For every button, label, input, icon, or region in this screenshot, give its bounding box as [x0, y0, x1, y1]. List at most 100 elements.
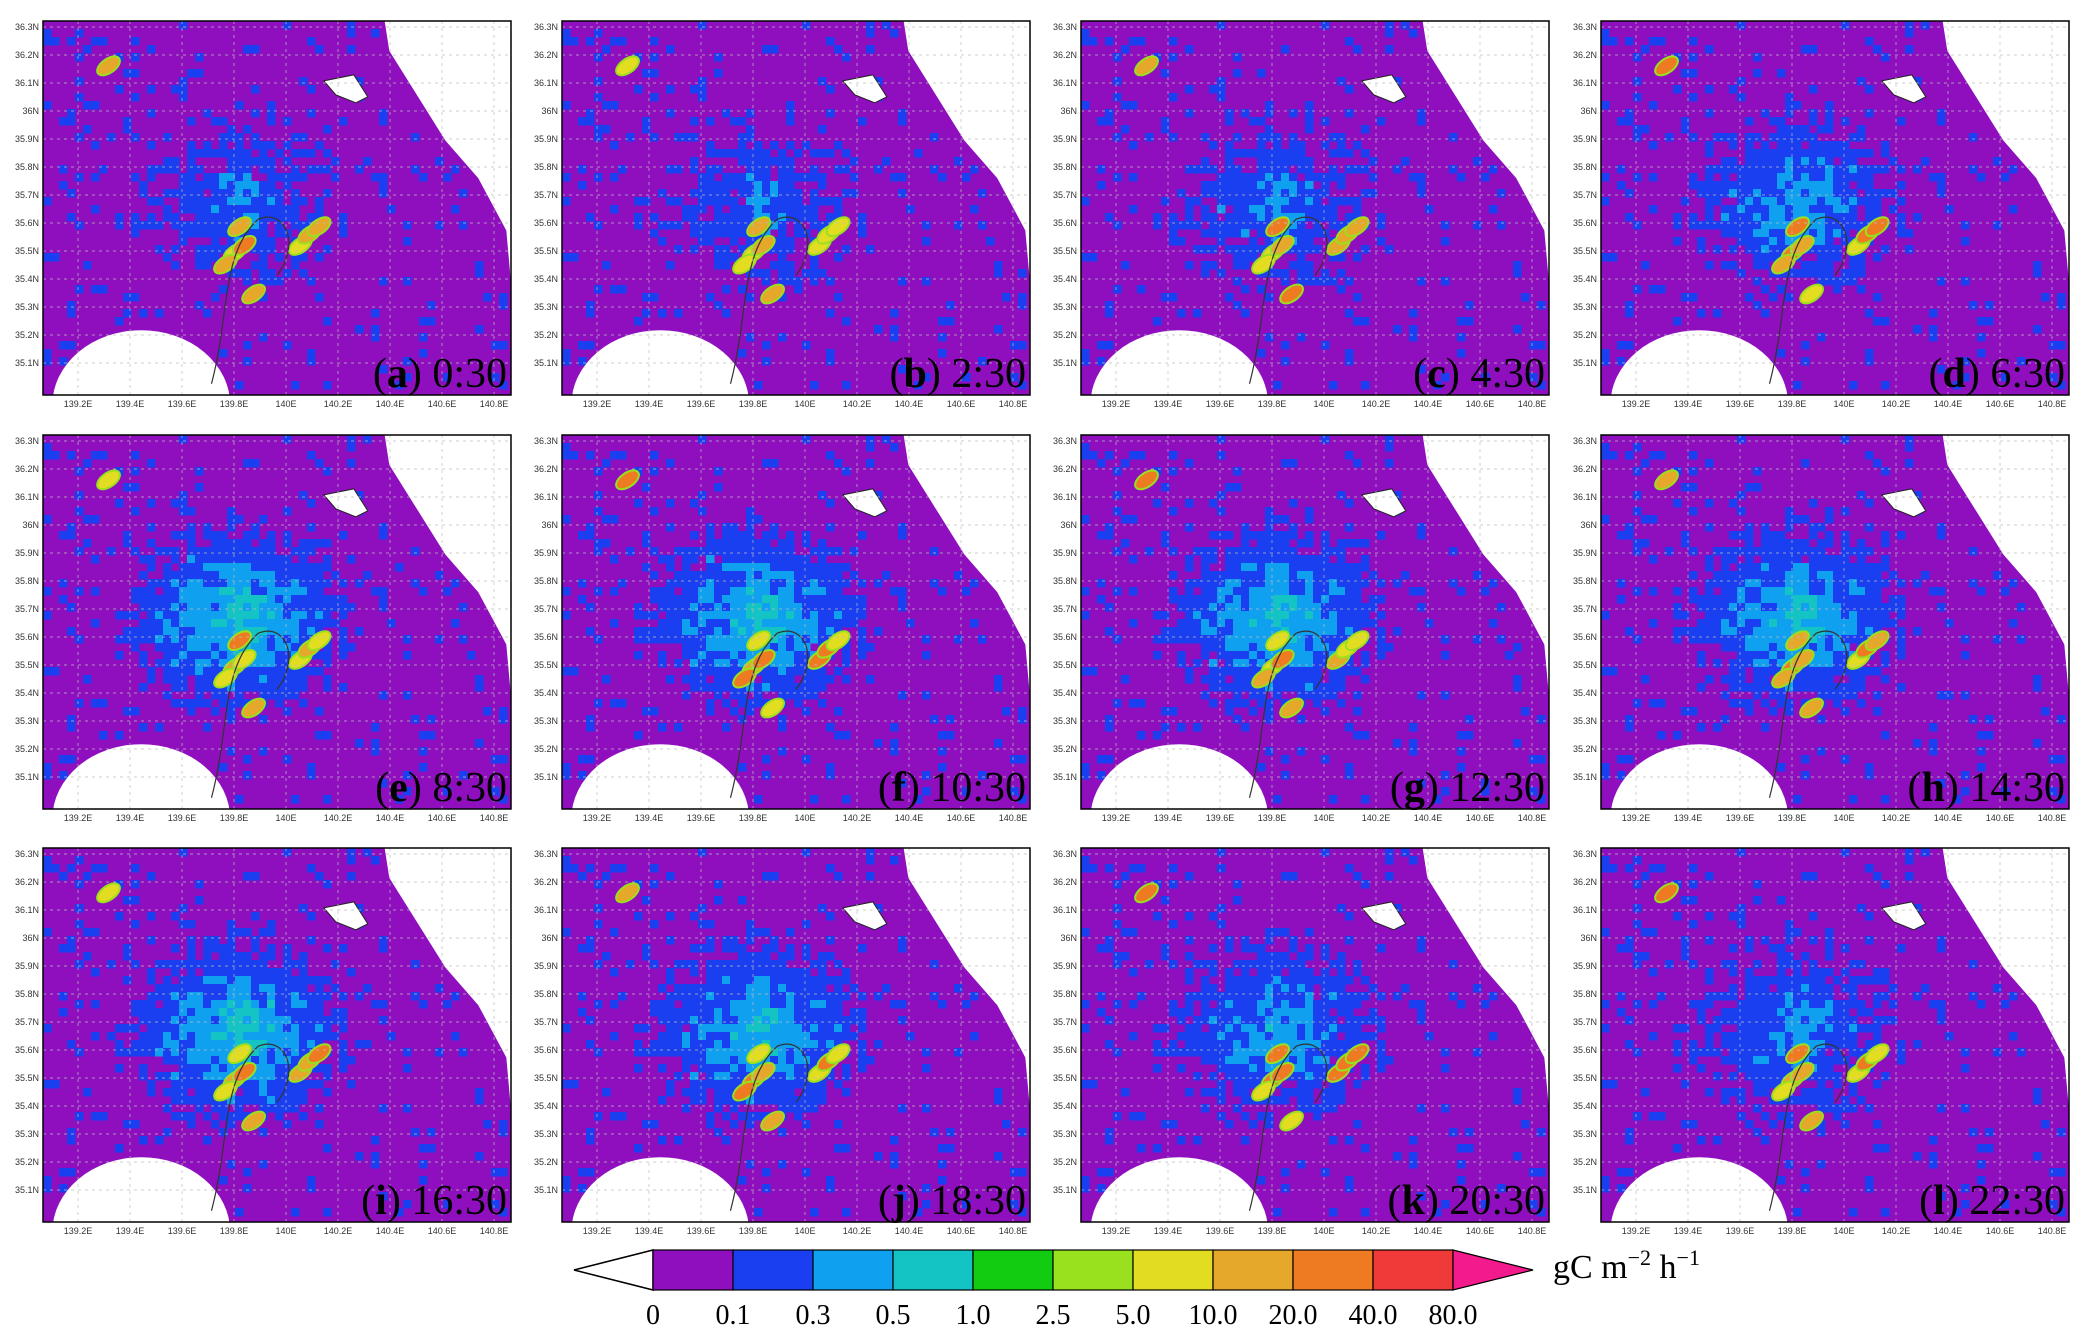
emission-cell — [1833, 165, 1842, 174]
emission-cell — [163, 165, 172, 174]
emission-cell — [267, 181, 276, 190]
emission-cell — [259, 197, 268, 206]
emission-cell — [1761, 253, 1770, 262]
emission-cell — [1273, 691, 1282, 700]
emission-cell — [1617, 579, 1626, 588]
emission-cell — [1433, 795, 1442, 804]
emission-cell — [451, 619, 460, 628]
emission-cell — [1825, 157, 1834, 166]
emission-cell — [1809, 149, 1818, 158]
emission-cell — [147, 587, 156, 596]
emission-cell — [163, 587, 172, 596]
emission-cell — [1329, 683, 1338, 692]
emission-cell — [1018, 293, 1027, 302]
emission-cell — [1201, 603, 1210, 612]
emission-cell — [1185, 667, 1194, 676]
lon-tick-label: 139.6E — [1726, 813, 1755, 823]
emission-cell — [762, 173, 771, 182]
emission-cell — [1881, 563, 1890, 572]
emission-cell — [810, 547, 819, 556]
panel-frame — [1080, 20, 1550, 396]
emission-cell — [211, 691, 220, 700]
emission-cell — [67, 944, 76, 953]
emission-cell — [1801, 587, 1810, 596]
emission-cell — [994, 675, 1003, 684]
emission-cell — [834, 547, 843, 556]
emission-cell — [2033, 739, 2042, 748]
emission-cell — [195, 880, 204, 889]
emission-cell — [882, 21, 891, 30]
emission-cell — [1497, 189, 1506, 198]
emission-cell — [1257, 181, 1266, 190]
emission-cell — [1817, 619, 1826, 628]
emission-cell — [1513, 325, 1522, 334]
emission-cell — [1849, 213, 1858, 222]
emission-cell — [1825, 651, 1834, 660]
emission-cell — [1745, 635, 1754, 644]
emission-cell — [682, 571, 691, 580]
emission-cell — [51, 667, 60, 676]
emission-cell — [123, 531, 132, 540]
emission-cell — [227, 133, 236, 142]
emission-cell — [227, 968, 236, 977]
emission-cell — [1018, 301, 1027, 310]
emission-cell — [1737, 611, 1746, 620]
emission-cell — [1905, 459, 1914, 468]
emission-cell — [1361, 317, 1370, 326]
emission-cell — [690, 205, 699, 214]
emission-cell — [570, 253, 579, 262]
emission-cell — [1241, 285, 1250, 294]
emission-cell — [866, 21, 875, 30]
emission-cell — [1833, 571, 1842, 580]
emission-cell — [1153, 221, 1162, 230]
emission-cell — [171, 611, 180, 620]
emission-cell — [738, 117, 747, 126]
lake-outline — [322, 74, 369, 104]
emission-cell — [834, 571, 843, 580]
emission-cell — [1281, 197, 1290, 206]
emission-cell — [139, 189, 148, 198]
emission-cell — [1737, 643, 1746, 652]
emission-cell — [307, 213, 316, 222]
emission-cell — [1881, 53, 1890, 62]
emission-cell — [235, 619, 244, 628]
emission-cell — [706, 683, 715, 692]
emission-cell — [1185, 579, 1194, 588]
emission-cell — [203, 309, 212, 318]
emission-cell — [1689, 173, 1698, 182]
emission-cell — [235, 189, 244, 198]
emission-cell — [722, 571, 731, 580]
lon-tick-label: 140E — [1313, 399, 1334, 409]
emission-cell — [594, 93, 603, 102]
emission-cell — [1777, 579, 1786, 588]
emission-cell — [1225, 221, 1234, 230]
emission-cell — [1081, 29, 1090, 38]
emission-cell — [291, 173, 300, 182]
emission-cell — [770, 197, 779, 206]
emission-cell — [1849, 667, 1858, 676]
emission-cell — [1817, 157, 1826, 166]
emission-cell — [762, 571, 771, 580]
emission-cell — [1745, 117, 1754, 126]
emission-cell — [43, 37, 52, 46]
emission-cell — [299, 984, 308, 993]
emission-cell — [267, 173, 276, 182]
emission-cell — [1841, 651, 1850, 660]
emission-cell — [1625, 213, 1634, 222]
emission-cell — [187, 667, 196, 676]
emission-cell — [1801, 45, 1810, 54]
emission-cell — [730, 579, 739, 588]
emission-cell — [1201, 157, 1210, 166]
emission-cell — [203, 555, 212, 564]
emission-cell — [219, 595, 228, 604]
emission-cell — [1529, 755, 1538, 764]
emission-cell — [203, 205, 212, 214]
emission-cell — [1873, 571, 1882, 580]
emission-cell — [1225, 611, 1234, 620]
emission-cell — [1905, 245, 1914, 254]
emission-cell — [51, 253, 60, 262]
emission-cell — [1217, 435, 1226, 444]
emission-cell — [1361, 731, 1370, 740]
emission-cell — [1769, 603, 1778, 612]
emission-cell — [738, 149, 747, 158]
